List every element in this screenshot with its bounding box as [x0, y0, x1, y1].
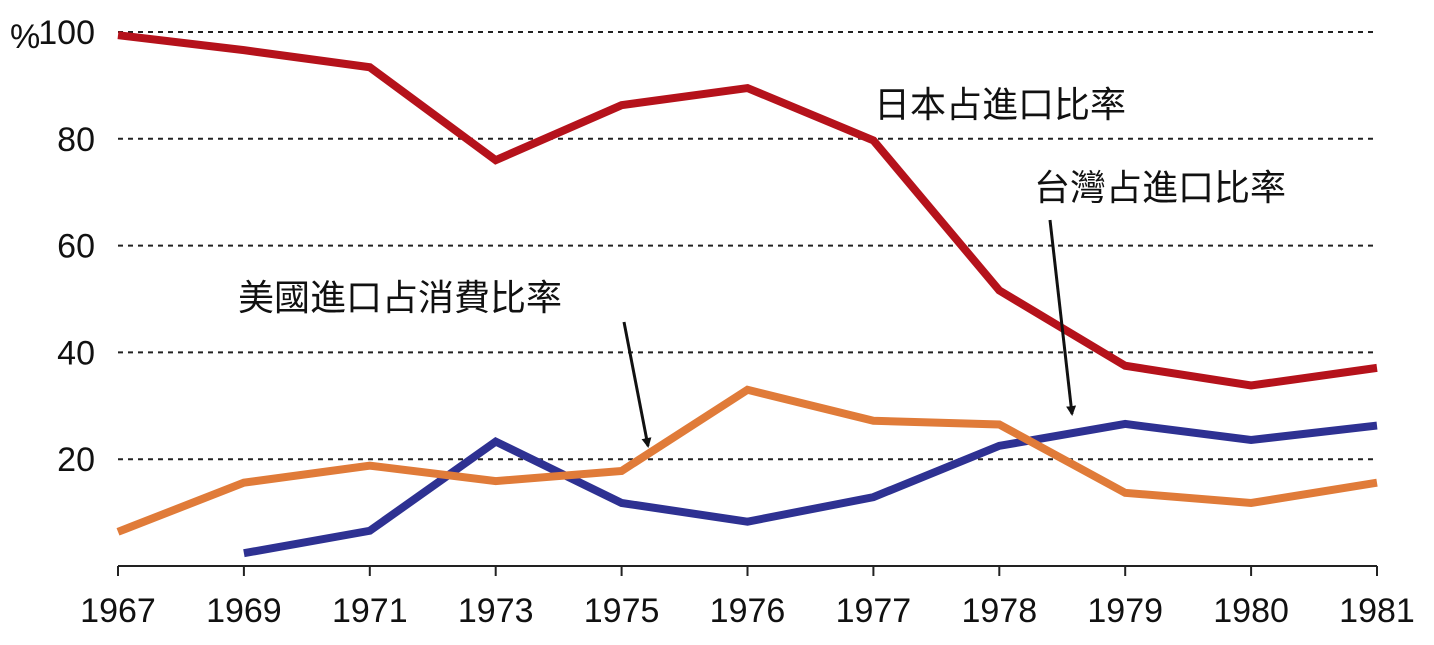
x-tick-label-1981: 1981 [1339, 592, 1415, 630]
x-tick-label-1971: 1971 [332, 592, 408, 630]
x-tick-label-1979: 1979 [1087, 592, 1163, 630]
y-tick-label-40: 40 [57, 334, 95, 372]
y-tick-label-60: 60 [57, 228, 95, 266]
annotation-us: 美國進口占消費比率 [238, 277, 562, 318]
x-tick-label-1978: 1978 [961, 592, 1037, 630]
annotation-japan: 日本占進口比率 [874, 84, 1126, 125]
series-line-1 [243, 419, 1378, 558]
series-line-2 [116, 385, 1378, 536]
y-tick-label-100: 100 [38, 14, 95, 52]
y-tick-label-20: 20 [57, 441, 95, 479]
x-tick-label-1969: 1969 [206, 592, 282, 630]
arrow-us [622, 321, 652, 448]
gridlines [118, 31, 1377, 461]
axes: 20 40 60 80 100 1967 1969 1971 1973 1975 1976 1977 1… [38, 14, 1415, 630]
series-line-0 [117, 31, 1378, 390]
series-lines [116, 31, 1378, 558]
x-tick-label-1973: 1973 [458, 592, 534, 630]
x-tick-label-1976: 1976 [710, 592, 786, 630]
y-axis-unit: % [10, 18, 40, 56]
y-tick-label-80: 80 [57, 121, 95, 159]
arrow-taiwan [1048, 219, 1077, 416]
x-tick-label-1977: 1977 [836, 592, 912, 630]
annotation-taiwan: 台灣占進口比率 [1034, 167, 1286, 208]
x-tick-label-1980: 1980 [1213, 592, 1289, 630]
x-tick-label-1975: 1975 [584, 592, 660, 630]
x-tick-label-1967: 1967 [80, 592, 156, 630]
